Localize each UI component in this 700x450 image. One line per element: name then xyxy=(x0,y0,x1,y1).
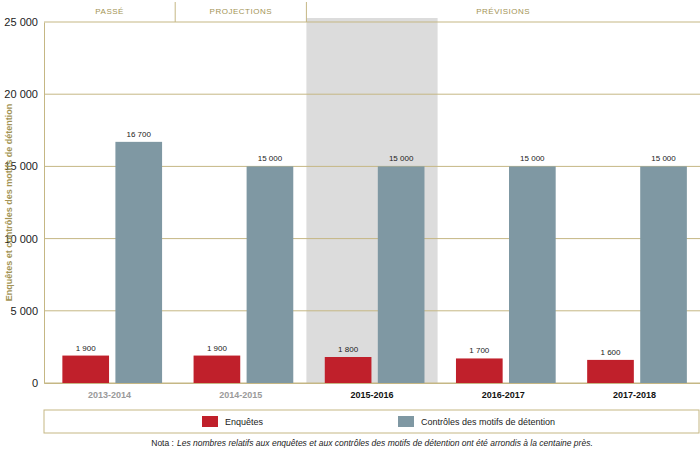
data-labels: 1 900 1 900 1 800 1 700 1 600 16 700 15 000 15 … xyxy=(76,130,677,357)
bar xyxy=(325,357,372,383)
data-label: 1 700 xyxy=(469,346,490,355)
data-label: 15 000 xyxy=(520,154,545,163)
note-part: Les nombres relatifs aux enquêtes et aux… xyxy=(177,438,593,448)
x-axis: 2013-2014 2014-2015 2015-2016 2016-2017 2017… xyxy=(45,383,700,400)
data-label: 1 600 xyxy=(600,348,621,357)
y-tick-label: 5 000 xyxy=(10,305,38,317)
y-tick-label: 25 000 xyxy=(4,16,38,28)
legend: Enquêtes Contrôles des motifs de détentio… xyxy=(44,410,699,433)
period-separator xyxy=(306,2,307,22)
period-label: PRÉVISIONS xyxy=(476,7,530,16)
data-label: 1 900 xyxy=(207,344,228,353)
grid-line xyxy=(44,94,700,95)
x-tick: 2017-2018 xyxy=(613,383,656,400)
y-tick: 20 000 xyxy=(4,88,44,100)
y-axis-title: Enquêtes et contrôles des motifs de déte… xyxy=(4,104,14,302)
bar xyxy=(456,358,503,383)
x-tick: 2015-2016 xyxy=(350,383,393,400)
y-tick-label: 20 000 xyxy=(4,88,38,100)
x-axis-line xyxy=(45,383,700,384)
chart: PASSÉ PROJECTIONS PRÉVISIONS 1 900 1 900 1 80… xyxy=(0,0,700,450)
x-tick-label: 2014-2015 xyxy=(219,390,262,400)
data-label: 15 000 xyxy=(651,154,676,163)
note-part: Nota : xyxy=(151,438,174,448)
grid xyxy=(44,22,700,383)
grid-line xyxy=(44,22,700,23)
bar xyxy=(378,166,425,383)
legend-label: Contrôles des motifs de détention xyxy=(421,417,555,427)
period-header: PASSÉ PROJECTIONS PRÉVISIONS xyxy=(95,2,530,22)
bar xyxy=(247,166,294,383)
data-label: 16 700 xyxy=(127,130,152,139)
bars xyxy=(62,142,687,383)
y-axis-line xyxy=(44,23,45,384)
highlight-band xyxy=(306,18,437,383)
x-tick: 2016-2017 xyxy=(482,383,525,400)
legend-swatch xyxy=(398,416,414,427)
x-tick-label: 2016-2017 xyxy=(482,390,525,400)
data-label: 1 900 xyxy=(76,344,97,353)
legend-frame xyxy=(44,410,699,433)
bar xyxy=(62,356,109,383)
period-separator xyxy=(175,2,176,22)
legend-label: Enquêtes xyxy=(225,417,264,427)
data-label: 1 800 xyxy=(338,345,359,354)
y-tick: 25 000 xyxy=(4,16,44,28)
x-tick: 2014-2015 xyxy=(219,383,262,400)
x-tick: 2013-2014 xyxy=(88,383,131,400)
y-tick: 0 xyxy=(32,377,44,389)
x-tick-label: 2015-2016 xyxy=(350,390,393,400)
bar xyxy=(194,356,241,383)
legend-swatch xyxy=(202,416,218,427)
bar xyxy=(509,166,556,383)
bar xyxy=(115,142,162,383)
data-label: 15 000 xyxy=(258,154,283,163)
bar xyxy=(587,360,634,383)
note: Nota :Les nombres relatifs aux enquêtes … xyxy=(151,438,593,448)
x-tick-label: 2013-2014 xyxy=(88,390,131,400)
period-label: PASSÉ xyxy=(95,7,124,16)
y-tick-label: 0 xyxy=(32,377,38,389)
data-label: 15 000 xyxy=(389,154,414,163)
period-label: PROJECTIONS xyxy=(210,7,272,16)
y-tick: 5 000 xyxy=(10,305,44,317)
y-axis: 05 00010 00015 00020 00025 000 xyxy=(4,16,44,389)
bar xyxy=(640,166,687,383)
x-tick-label: 2017-2018 xyxy=(613,390,656,400)
